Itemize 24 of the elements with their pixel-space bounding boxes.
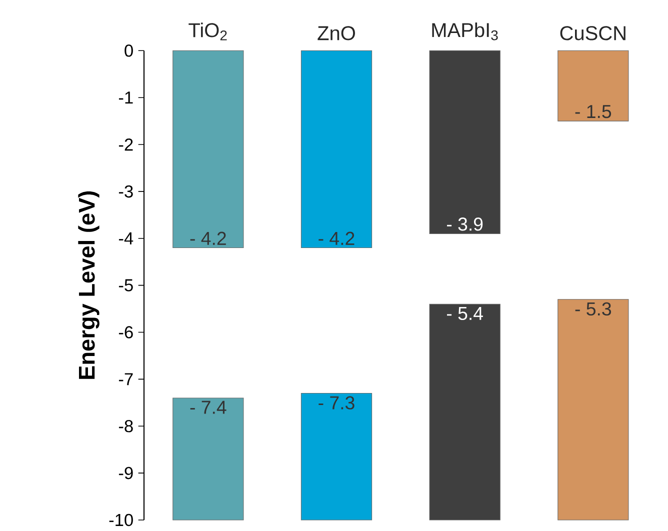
data-label: - 5.3 [575,302,611,316]
y-tick-label: -9 [118,467,133,480]
data-label: - 7.4 [190,401,226,414]
data-label: - 7.3 [318,396,354,410]
y-tick-label: -6 [118,326,133,339]
data-label: - 3.9 [446,218,483,231]
y-tick-label: -10 [109,514,133,526]
y-tick-label: -3 [118,185,133,198]
x-tick-label: ZnO [318,26,355,40]
y-tick-label: -7 [118,373,133,386]
y-tick-label: -8 [118,420,133,432]
y-tick-label: 0 [124,44,133,57]
y-tick-label: -2 [118,138,133,151]
data-label: - 4.2 [190,232,226,246]
y-axis-title: Energy Level (eV) [78,192,100,380]
x-tick-label: CuSCN [560,26,626,40]
data-label: - 5.4 [446,307,483,320]
data-label: - 4.2 [318,232,354,246]
x-tick-label: MAPbI$_{3}$ [432,22,498,40]
data-label: - 1.5 [575,105,612,118]
y-tick-label: -4 [118,232,134,245]
y-tick-label: -1 [118,92,133,104]
y-tick-label: -5 [118,279,133,292]
x-tick-label: TiO$_{2}$ [188,22,227,40]
